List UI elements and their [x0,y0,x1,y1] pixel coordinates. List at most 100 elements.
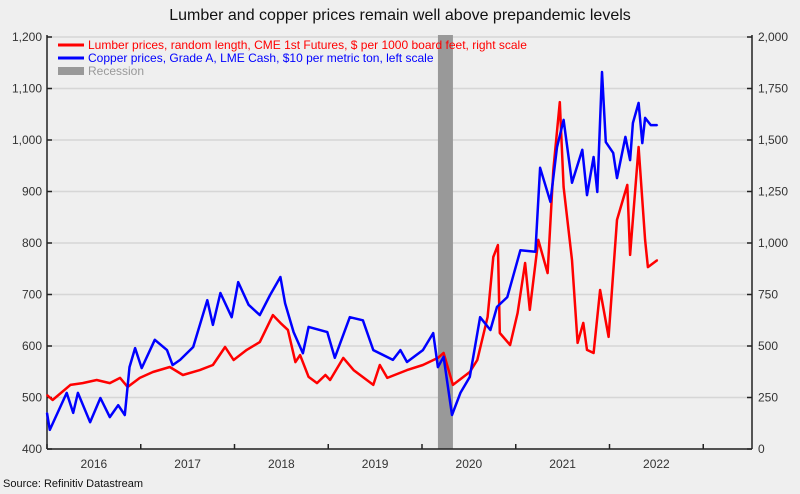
lumber-data-point [307,376,310,378]
copper-data-point [349,316,351,318]
lumber-data-point [499,332,501,334]
lumber-data-point [656,259,659,261]
copper-data-point [586,194,588,196]
legend-label-lumber: Lumber prices, random length, CME 1st Fu… [88,38,527,52]
lumber-data-point [119,377,121,379]
lumber-data-point [509,344,511,346]
copper-data-point [179,359,181,361]
right-axis-tick-label: 1,750 [758,82,788,96]
axes: 400 500 600 700 800 900 1,000 1,100 1,200 0 250 500… [12,30,788,471]
lumber-data-point [372,384,375,386]
copper-data-point [601,71,603,73]
lumber-data-point [637,146,640,148]
copper-data-point [549,201,552,203]
copper-data-point [128,366,131,368]
x-axis-tick-label: 2020 [456,457,483,471]
legend: Lumber prices, random length, CME 1st Fu… [58,38,527,78]
copper-data-point [571,181,573,184]
copper-data-point [469,376,471,378]
lumber-data-point [294,361,297,363]
lumber-data-point [546,272,549,274]
lumber-data-point [529,309,531,311]
copper-data-point [109,416,111,418]
lumber-data-point [452,384,454,386]
copper-data-point [284,302,286,305]
right-axis-tick-label: 0 [758,442,765,456]
right-axis-tick-label: 500 [758,339,778,353]
copper-data-point [171,364,174,366]
lumber-data-point [537,239,540,241]
copper-data-point [334,357,336,359]
lumber-data-point [342,357,345,359]
lumber-data-point [571,259,573,261]
copper-data-point [649,124,652,126]
copper-data-point [612,152,615,154]
lumber-data-point [182,374,184,376]
legend-label-recession: Recession [88,64,144,78]
left-axis-tick-label: 1,100 [12,82,42,96]
copper-data-point [302,352,304,355]
copper-data-point [77,392,79,394]
lumber-data-point [406,369,408,371]
copper-data-point [592,156,595,158]
copper-data-point [247,304,250,306]
x-axis-tick-label: 2021 [549,457,576,471]
copper-data-point [596,191,599,193]
lumber-data-point [562,186,565,188]
copper-data-point [539,167,541,169]
copper-data-point [49,429,51,431]
lumber-data-point [486,316,489,318]
lumber-data-point [629,254,631,256]
copper-data-point [362,319,364,322]
lumber-data-point [245,349,248,351]
lumber-data-point [442,352,445,354]
copper-data-point [519,249,522,252]
lumber-data-point [287,329,289,331]
right-axis-tick-label: 750 [758,288,778,302]
lumber-data-point [139,377,141,379]
recession-band [437,35,453,449]
copper-data-point [72,412,75,414]
copper-data-point [556,146,558,149]
copper-data-point [230,316,233,318]
lumber-data-point [212,364,214,366]
copper-data-point [134,347,136,349]
lumber-data-point [169,366,171,368]
copper-data-point [124,414,126,416]
x-axis-tick-label: 2018 [268,457,295,471]
lumber-data-point [152,371,154,373]
copper-data-point [562,119,565,121]
left-axis-tick-label: 900 [22,185,42,199]
legend-label-copper: Copper prices, Grade A, LME Cash, $10 pe… [88,51,434,65]
copper-data-point [237,281,240,283]
legend-swatch-recession [58,67,84,75]
copper-data-point [496,306,498,308]
left-axis-tick-label: 800 [22,236,42,250]
lumber-data-point [379,364,381,366]
recession-bands [437,35,453,449]
copper-data-point [292,331,295,333]
lumber-data-point [559,101,561,103]
series-lines [45,70,659,432]
copper-data-point [269,294,271,296]
left-axis-tick-label: 1,000 [12,133,42,147]
copper-data-point [437,366,439,368]
lumber-data-point [607,336,610,338]
copper-data-point [279,276,282,278]
right-axis-tick-label: 2,000 [758,30,788,44]
left-axis-tick-label: 600 [22,339,42,353]
lumber-data-point [497,244,499,246]
lumber-data-point [616,219,618,221]
right-axis-tick-label: 1,250 [758,185,788,199]
lumber-data-point [644,239,646,241]
copper-data-point [459,392,462,394]
lumber-data-point [232,359,235,361]
lumber-data-point [386,377,389,379]
copper-data-point [432,332,435,334]
lumber-data-point [582,322,585,324]
x-axis-tick-label: 2017 [174,457,201,471]
copper-data-point [604,141,607,143]
copper-data-point [422,349,424,351]
